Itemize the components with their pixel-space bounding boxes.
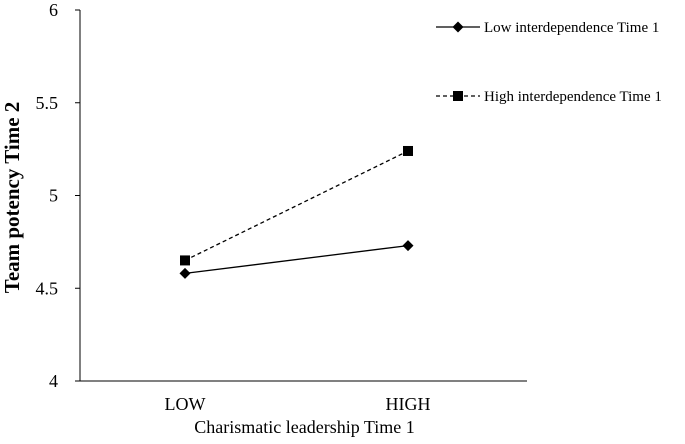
y-tick-label: 6 (49, 0, 58, 20)
data-point-marker (180, 255, 190, 266)
y-tick-label: 5 (49, 186, 58, 206)
y-axis-label: Team potency Time 2 (0, 102, 24, 294)
y-tick-label: 4 (49, 371, 58, 391)
legend-marker (453, 91, 463, 101)
y-tick-label: 4.5 (36, 278, 59, 298)
data-point-marker (402, 240, 414, 252)
series-layer (179, 145, 414, 279)
legend-item: Low interdependence Time 1 (436, 20, 659, 36)
x-tick-label: HIGH (386, 394, 431, 414)
legend: Low interdependence Time 1 High interdepe… (436, 20, 662, 105)
x-axis-ticks: LOW HIGH (165, 394, 431, 414)
y-axis-ticks: 4 4.5 5 5.5 6 (36, 0, 80, 391)
legend-label: High interdependence Time 1 (484, 89, 662, 105)
series-line (184, 150, 409, 262)
x-axis-label: Charismatic leadership Time 1 (194, 417, 414, 437)
legend-item: High interdependence Time 1 (436, 89, 662, 105)
data-point-marker (403, 145, 413, 156)
y-tick-label: 5.5 (36, 93, 59, 113)
series-line (184, 244, 409, 275)
series-low-interdependence (179, 240, 414, 279)
series-high-interdependence (180, 145, 413, 266)
x-tick-label: LOW (165, 394, 206, 414)
data-point-marker (179, 267, 191, 279)
legend-label: Low interdependence Time 1 (484, 20, 659, 36)
legend-marker (452, 21, 464, 33)
